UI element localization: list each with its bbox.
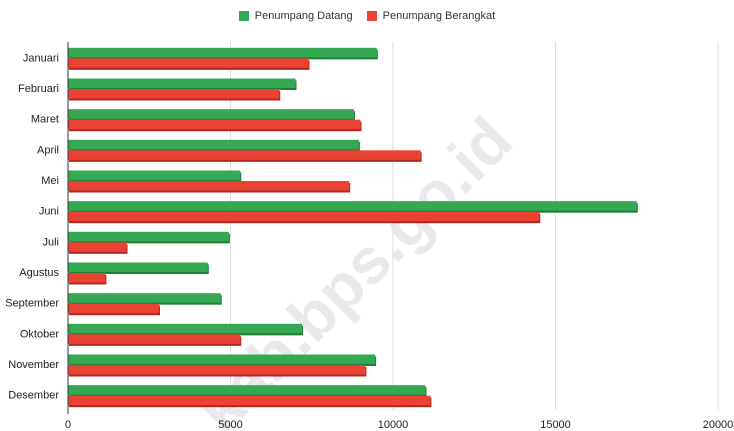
- bar-penumpang-datang[interactable]: [68, 323, 302, 334]
- bar-penumpang-datang[interactable]: [68, 293, 221, 303]
- x-tick-label: 15000: [540, 419, 571, 431]
- bar-penumpang-berangkat[interactable]: [68, 150, 421, 160]
- bar-penumpang-datang[interactable]: [68, 170, 241, 181]
- bar-penumpang-datang[interactable]: [68, 385, 426, 395]
- bar-penumpang-datang[interactable]: [68, 139, 359, 150]
- legend-item-berangkat[interactable]: Penumpang Berangkat: [366, 10, 496, 22]
- category-label: Agustus: [19, 267, 59, 279]
- legend-item-datang[interactable]: Penumpang Datang: [238, 10, 353, 22]
- legend-label-datang: Penumpang Datang: [254, 10, 353, 22]
- legend: Penumpang Datang Penumpang Berangkat: [0, 8, 734, 24]
- bar-penumpang-datang[interactable]: [68, 262, 208, 273]
- bar-penumpang-berangkat[interactable]: [68, 395, 431, 406]
- grid-lines: [230, 42, 719, 410]
- bar-penumpang-datang[interactable]: [68, 201, 637, 211]
- category-label: September: [5, 298, 59, 310]
- bar-penumpang-datang[interactable]: [68, 47, 377, 58]
- bar-penumpang-datang[interactable]: [68, 231, 229, 242]
- x-tick-label: 5000: [218, 419, 242, 431]
- category-label: November: [8, 359, 59, 371]
- legend-label-berangkat: Penumpang Berangkat: [382, 10, 496, 22]
- category-label: Januari: [23, 52, 59, 64]
- bar-penumpang-berangkat[interactable]: [68, 242, 127, 252]
- category-label: Mei: [41, 175, 59, 187]
- bar-penumpang-datang[interactable]: [68, 109, 354, 119]
- bar-penumpang-berangkat[interactable]: [68, 58, 309, 68]
- category-label: Desember: [8, 390, 59, 402]
- bars-group: [68, 47, 638, 408]
- x-tick-labels: 0 5000 10000 15000 20000: [65, 419, 733, 431]
- category-label: Oktober: [20, 328, 59, 340]
- category-label: Maret: [31, 114, 59, 126]
- bar-penumpang-berangkat[interactable]: [68, 334, 241, 344]
- bar-penumpang-berangkat[interactable]: [68, 211, 540, 222]
- bar-penumpang-berangkat[interactable]: [68, 273, 106, 283]
- x-tick-label: 0: [65, 419, 71, 431]
- legend-swatch-datang: [238, 11, 249, 21]
- x-tick-label: 10000: [378, 419, 409, 431]
- category-label: April: [37, 144, 59, 156]
- bar-penumpang-berangkat[interactable]: [68, 303, 159, 314]
- bar-penumpang-berangkat[interactable]: [68, 365, 366, 375]
- legend-swatch-berangkat: [366, 11, 377, 21]
- bar-penumpang-berangkat[interactable]: [68, 119, 361, 130]
- bar-penumpang-berangkat[interactable]: [68, 89, 280, 99]
- category-labels: Januari Februari Maret April Mei Juni Juli Agus…: [5, 52, 59, 401]
- x-tick-label: 20000: [703, 419, 734, 431]
- category-label: Juni: [39, 206, 59, 218]
- category-label: Februari: [18, 83, 59, 95]
- category-label: Juli: [42, 236, 59, 248]
- bar-penumpang-berangkat[interactable]: [68, 181, 350, 191]
- bar-penumpang-datang[interactable]: [68, 78, 296, 89]
- bar-penumpang-datang[interactable]: [68, 354, 376, 365]
